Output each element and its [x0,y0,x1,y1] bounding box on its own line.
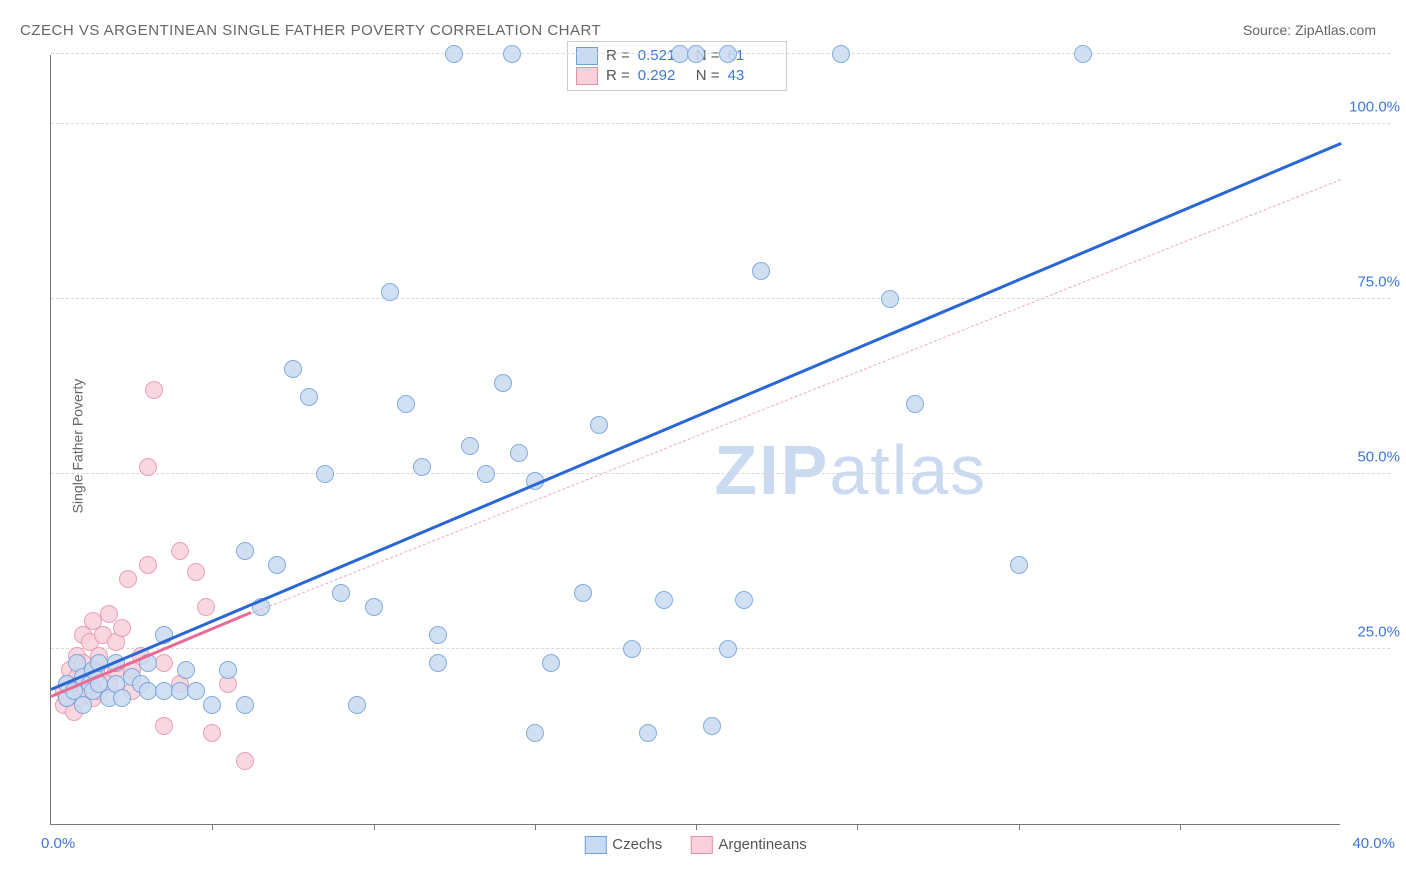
data-point [300,388,318,406]
x-tick-mark [535,824,536,830]
data-point [332,584,350,602]
y-tick-label: 75.0% [1357,274,1400,291]
data-point [429,626,447,644]
legend-label: Argentineans [718,836,806,853]
data-point [145,381,163,399]
gridline-h [51,123,1390,124]
data-point [526,724,544,742]
data-point [119,570,137,588]
data-point [155,717,173,735]
x-axis-max-label: 40.0% [1352,835,1395,852]
data-point [268,556,286,574]
data-point [316,465,334,483]
data-point [113,619,131,637]
x-tick-mark [1180,824,1181,830]
data-point [155,654,173,672]
watermark-rest: atlas [829,431,987,509]
data-point [461,437,479,455]
y-tick-label: 50.0% [1357,449,1400,466]
chart-title: CZECH VS ARGENTINEAN SINGLE FATHER POVER… [20,22,601,39]
data-point [203,696,221,714]
stat-swatch [576,47,598,65]
data-point [236,696,254,714]
x-tick-mark [1019,824,1020,830]
legend-swatch [690,836,712,854]
data-point [881,290,899,308]
watermark-bold: ZIP [714,431,829,509]
stat-swatch [576,67,598,85]
data-point [177,661,195,679]
data-point [735,591,753,609]
series-legend: Czechs Argentineans [584,836,806,854]
data-point [203,724,221,742]
x-tick-mark [696,824,697,830]
data-point [1074,45,1092,63]
data-point [139,556,157,574]
x-tick-mark [212,824,213,830]
data-point [445,45,463,63]
data-point [171,542,189,560]
data-point [197,598,215,616]
data-point [590,416,608,434]
data-point [574,584,592,602]
data-point [477,465,495,483]
data-point [397,395,415,413]
source-prefix: Source: [1243,22,1295,38]
data-point [639,724,657,742]
legend-item: Czechs [584,836,662,854]
data-point [510,444,528,462]
data-point [623,640,641,658]
data-point [752,262,770,280]
data-point [413,458,431,476]
data-point [494,374,512,392]
y-tick-label: 100.0% [1349,99,1400,116]
data-point [187,563,205,581]
gridline-h [51,473,1390,474]
data-point [703,717,721,735]
regression-line [50,142,1341,691]
source-link[interactable]: ZipAtlas.com [1295,22,1376,38]
stat-n-value: 43 [728,67,778,84]
data-point [284,360,302,378]
data-point [113,689,131,707]
data-point [687,45,705,63]
x-tick-mark [374,824,375,830]
data-point [542,654,560,672]
data-point [381,283,399,301]
stat-r-value: 0.292 [638,67,688,84]
data-point [139,458,157,476]
stat-r-label: R = [606,67,630,84]
gridline-h [51,298,1390,299]
data-point [219,661,237,679]
source-attribution: Source: ZipAtlas.com [1243,22,1376,38]
data-point [719,45,737,63]
data-point [429,654,447,672]
data-point [906,395,924,413]
data-point [503,45,521,63]
watermark: ZIPatlas [714,430,987,510]
x-tick-mark [857,824,858,830]
data-point [365,598,383,616]
x-axis-min-label: 0.0% [41,835,75,852]
regression-line [251,179,1341,614]
legend-item: Argentineans [690,836,806,854]
stat-row: R = 0.292 N = 43 [576,66,778,86]
legend-swatch [584,836,606,854]
data-point [655,591,673,609]
data-point [832,45,850,63]
data-point [236,542,254,560]
stat-n-label: N = [696,67,720,84]
stat-r-label: R = [606,47,630,64]
legend-label: Czechs [612,836,662,853]
data-point [348,696,366,714]
data-point [719,640,737,658]
data-point [236,752,254,770]
data-point [187,682,205,700]
scatter-plot-area: ZIPatlas R =0.521N =61R =0.292N =43 Czec… [50,55,1340,825]
data-point [1010,556,1028,574]
y-tick-label: 25.0% [1357,624,1400,641]
